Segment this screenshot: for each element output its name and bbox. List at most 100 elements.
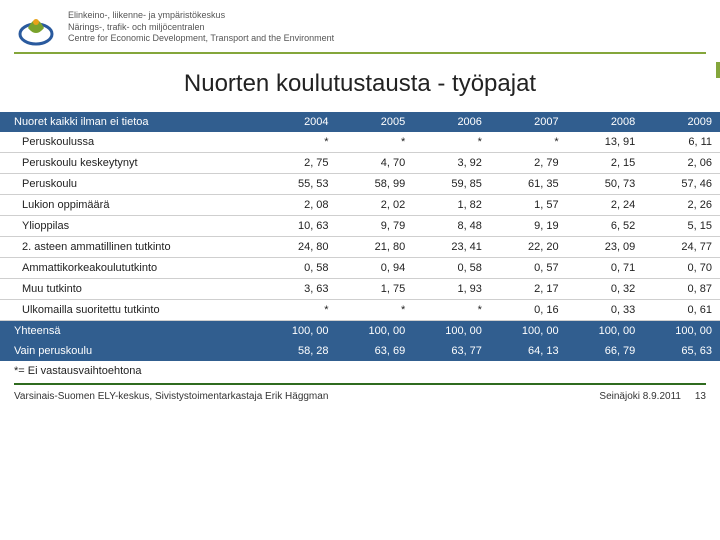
footer-right: Seinäjoki 8.9.2011 13	[599, 391, 706, 402]
table-row: Muu tutkinto3, 631, 751, 932, 170, 320, …	[0, 279, 720, 300]
table-row: Peruskoulu55, 5358, 9959, 8561, 3550, 73…	[0, 174, 720, 195]
cell-value: 0, 58	[260, 258, 337, 279]
cell-value: 22, 20	[490, 237, 567, 258]
agency-line-en: Centre for Economic Development, Transpo…	[68, 33, 334, 43]
table-row: 2. asteen ammatillinen tutkinto24, 8021,…	[0, 237, 720, 258]
cell-value: 63, 77	[413, 341, 490, 361]
page-title: Nuorten koulutustausta - työpajat	[0, 70, 720, 98]
cell-value: 9, 79	[337, 216, 414, 237]
cell-value: *	[337, 300, 414, 321]
footer-page-number: 13	[695, 391, 706, 402]
row-label: Muu tutkinto	[0, 279, 260, 300]
cell-value: 65, 63	[643, 341, 720, 361]
row-label: Ylioppilas	[0, 216, 260, 237]
cell-value: 3, 63	[260, 279, 337, 300]
row-label: Peruskoulu	[0, 174, 260, 195]
cell-value: 4, 70	[337, 153, 414, 174]
cell-value: *	[413, 132, 490, 153]
cell-value: 21, 80	[337, 237, 414, 258]
cell-value: *	[260, 132, 337, 153]
cell-value: 24, 77	[643, 237, 720, 258]
cell-value: 64, 13	[490, 341, 567, 361]
cell-value: 3, 92	[413, 153, 490, 174]
cell-value: 2, 75	[260, 153, 337, 174]
slide-footer: Varsinais-Suomen ELY-keskus, Sivistystoi…	[0, 385, 720, 402]
agency-header: Elinkeino-, liikenne- ja ympäristökeskus…	[0, 0, 720, 50]
cell-value: 23, 09	[567, 237, 644, 258]
cell-value: 58, 28	[260, 341, 337, 361]
cell-value: 100, 00	[490, 321, 567, 342]
cell-value: 0, 16	[490, 300, 567, 321]
cell-value: 59, 85	[413, 174, 490, 195]
cell-value: 50, 73	[567, 174, 644, 195]
table-header-row: Nuoret kaikki ilman ei tietoa 2004 2005 …	[0, 112, 720, 132]
cell-value: 2, 79	[490, 153, 567, 174]
cell-value: 100, 00	[413, 321, 490, 342]
col-year: 2006	[413, 112, 490, 132]
col-year: 2008	[567, 112, 644, 132]
cell-value: 1, 75	[337, 279, 414, 300]
cell-value: 58, 99	[337, 174, 414, 195]
cell-value: 2, 17	[490, 279, 567, 300]
cell-value: 6, 52	[567, 216, 644, 237]
cell-value: 63, 69	[337, 341, 414, 361]
footer-date: Seinäjoki 8.9.2011	[599, 391, 681, 402]
cell-value: 1, 93	[413, 279, 490, 300]
row-label: Vain peruskoulu	[0, 341, 260, 361]
cell-value: 61, 35	[490, 174, 567, 195]
cell-value: 8, 48	[413, 216, 490, 237]
table-row: Yhteensä100, 00100, 00100, 00100, 00100,…	[0, 321, 720, 342]
row-label: Ammattikorkeakoulututkinto	[0, 258, 260, 279]
cell-value: *	[260, 300, 337, 321]
cell-value: 2, 08	[260, 195, 337, 216]
agency-name-block: Elinkeino-, liikenne- ja ympäristökeskus…	[68, 10, 334, 43]
agency-line-sv: Närings-, trafik- och miljöcentralen	[68, 22, 334, 32]
table-row: Vain peruskoulu58, 2863, 6963, 7764, 136…	[0, 341, 720, 361]
cell-value: 0, 57	[490, 258, 567, 279]
header-rule	[14, 52, 706, 54]
col-year: 2009	[643, 112, 720, 132]
cell-value: 2, 26	[643, 195, 720, 216]
cell-value: 2, 24	[567, 195, 644, 216]
cell-value: 0, 71	[567, 258, 644, 279]
cell-value: 0, 70	[643, 258, 720, 279]
cell-value: 0, 61	[643, 300, 720, 321]
cell-value: 1, 57	[490, 195, 567, 216]
table-row: Ylioppilas10, 639, 798, 489, 196, 525, 1…	[0, 216, 720, 237]
col-year: 2004	[260, 112, 337, 132]
table-row: Ulkomailla suoritettu tutkinto***0, 160,…	[0, 300, 720, 321]
cell-value: 13, 91	[567, 132, 644, 153]
cell-value: 0, 33	[567, 300, 644, 321]
cell-value: *	[337, 132, 414, 153]
footer-left: Varsinais-Suomen ELY-keskus, Sivistystoi…	[14, 391, 328, 402]
row-label: Yhteensä	[0, 321, 260, 342]
cell-value: 0, 58	[413, 258, 490, 279]
row-label: 2. asteen ammatillinen tutkinto	[0, 237, 260, 258]
cell-value: 9, 19	[490, 216, 567, 237]
cell-value: 66, 79	[567, 341, 644, 361]
cell-value: 24, 80	[260, 237, 337, 258]
agency-logo	[14, 8, 58, 46]
cell-value: *	[490, 132, 567, 153]
cell-value: 6, 11	[643, 132, 720, 153]
cell-value: 57, 46	[643, 174, 720, 195]
table-footnote: *= Ei vastausvaihtoehtona	[0, 361, 720, 377]
table-row: Peruskoulu keskeytynyt2, 754, 703, 922, …	[0, 153, 720, 174]
education-background-table: Nuoret kaikki ilman ei tietoa 2004 2005 …	[0, 112, 720, 361]
cell-value: 0, 32	[567, 279, 644, 300]
cell-value: 100, 00	[260, 321, 337, 342]
table-row: Peruskoulussa****13, 916, 11	[0, 132, 720, 153]
cell-value: 2, 02	[337, 195, 414, 216]
cell-value: 5, 15	[643, 216, 720, 237]
cell-value: 23, 41	[413, 237, 490, 258]
table-header-label: Nuoret kaikki ilman ei tietoa	[0, 112, 260, 132]
col-year: 2005	[337, 112, 414, 132]
agency-line-fi: Elinkeino-, liikenne- ja ympäristökeskus	[68, 10, 334, 20]
col-year: 2007	[490, 112, 567, 132]
row-label: Peruskoulussa	[0, 132, 260, 153]
cell-value: 100, 00	[567, 321, 644, 342]
cell-value: 2, 15	[567, 153, 644, 174]
cell-value: *	[413, 300, 490, 321]
table-row: Lukion oppimäärä2, 082, 021, 821, 572, 2…	[0, 195, 720, 216]
cell-value: 100, 00	[643, 321, 720, 342]
